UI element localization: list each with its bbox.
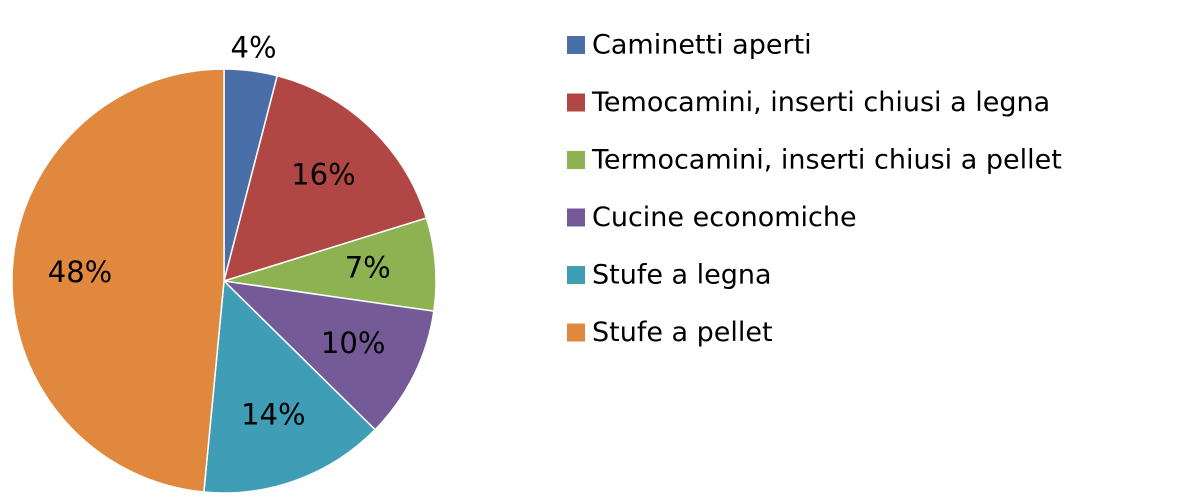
pie-slice (222, 74, 428, 283)
legend-swatch (567, 208, 585, 227)
legend-label: Stufe a pellet (592, 317, 773, 348)
legend-swatch (567, 93, 585, 112)
slice-label: 14% (241, 397, 305, 431)
legend-label: Stufe a legna (592, 260, 772, 291)
pie-slice (11, 68, 225, 493)
legend-swatch (567, 36, 585, 54)
slice-label: 7% (345, 251, 391, 285)
pie-slice (203, 279, 377, 494)
slice-label: 10% (321, 326, 385, 360)
legend-label: Temocamini, inserti chiusi a legna (591, 87, 1050, 118)
pie-slice (221, 279, 435, 431)
legend-swatch (567, 323, 585, 342)
slice-label: 4% (231, 31, 277, 65)
legend-swatch (567, 266, 585, 284)
legend-label: Caminetti aperti (592, 30, 812, 61)
legend-swatch (567, 151, 585, 169)
legend-label: Cucine economiche (592, 202, 857, 233)
legend-label: Termocamini, inserti chiusi a pellet (591, 145, 1062, 176)
slice-label: 16% (291, 158, 355, 192)
slice-label: 48% (48, 255, 112, 289)
